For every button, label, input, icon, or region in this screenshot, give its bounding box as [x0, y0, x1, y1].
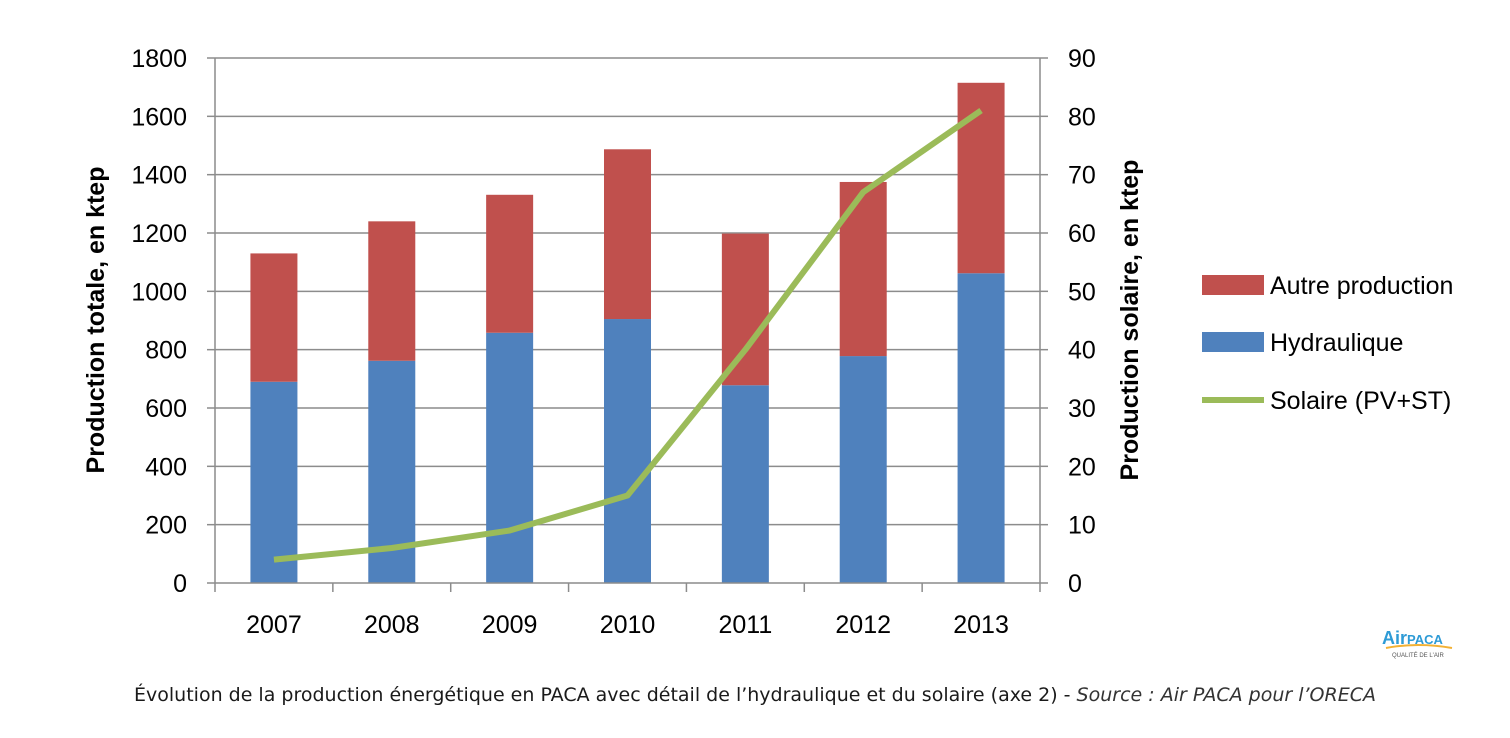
legend-swatch-autre-production	[1202, 275, 1264, 295]
y-tick-label: 0	[173, 570, 187, 598]
airpaca-logo: AirPACA QUALITÉ DE L'AIR	[1380, 626, 1460, 660]
bar-autre-production-2009	[486, 194, 534, 333]
bar-autre-production-2007	[250, 253, 298, 382]
y-tick-label: 1800	[131, 45, 187, 73]
bar-autre-production-2013	[957, 82, 1005, 274]
y-tick-label: 800	[145, 337, 187, 365]
solar-line	[273, 108, 983, 563]
x-tick-label: 2013	[953, 611, 1009, 639]
y2-tick-label: 80	[1068, 103, 1096, 131]
tick-labels: 0 200 400 600 800 1000 1200 1400 1600 1800 0 10 20 30…	[131, 45, 1095, 639]
x-tick-label: 2009	[482, 611, 538, 639]
caption-text: Évolution de la production énergétique e…	[134, 684, 1077, 706]
bar-autre-production-2011	[721, 233, 769, 386]
bar-autre-production-2010	[604, 149, 651, 320]
chart: 0 200 400 600 800 1000 1200 1400 1600 1800 0 10 20 30…	[82, 45, 1453, 639]
y-tick-label: 1200	[131, 220, 187, 248]
y-tick-label: 600	[145, 395, 187, 423]
y-axis-title: Production totale, en ktep	[82, 167, 110, 474]
bar-hydraulique-2012	[839, 356, 887, 583]
y2-tick-label: 20	[1068, 453, 1096, 481]
y-tick-label: 400	[145, 453, 187, 481]
bar-hydraulique-2009	[486, 332, 534, 583]
figure-caption: Évolution de la production énergétique e…	[0, 684, 1510, 706]
x-tick-label: 2011	[718, 611, 772, 639]
legend-label-solaire-pv-st: Solaire (PV+ST)	[1270, 387, 1451, 415]
y2-tick-label: 30	[1068, 395, 1096, 423]
y2-tick-label: 60	[1068, 220, 1096, 248]
bar-autre-production-2012	[839, 181, 887, 357]
svg-text:AirPACA: AirPACA	[1382, 628, 1443, 648]
svg-text:QUALITÉ DE L'AIR: QUALITÉ DE L'AIR	[1392, 652, 1444, 659]
bars	[250, 82, 1005, 583]
y-tick-label: 1400	[131, 162, 187, 190]
legend-label-autre-production: Autre production	[1270, 272, 1453, 300]
legend: Autre production Hydraulique Solaire (PV+S…	[1202, 272, 1453, 415]
x-tick-label: 2010	[600, 611, 656, 639]
bar-hydraulique-2010	[604, 319, 651, 583]
y2-tick-label: 0	[1068, 570, 1082, 598]
legend-label-hydraulique: Hydraulique	[1270, 329, 1403, 357]
legend-swatch-hydraulique	[1202, 332, 1264, 352]
bar-autre-production-2008	[368, 221, 416, 361]
y2-tick-label: 40	[1068, 337, 1096, 365]
y-tick-label: 200	[145, 512, 187, 540]
y2-tick-label: 90	[1068, 45, 1096, 73]
bar-hydraulique-2013	[957, 273, 1005, 583]
bar-hydraulique-2011	[721, 385, 769, 583]
y-tick-label: 1000	[131, 278, 187, 306]
axes	[207, 57, 1048, 592]
y2-tick-label: 70	[1068, 162, 1096, 190]
y2-tick-label: 10	[1068, 512, 1096, 540]
x-tick-label: 2012	[835, 611, 891, 639]
y-tick-label: 1600	[131, 103, 187, 131]
y2-tick-label: 50	[1068, 278, 1096, 306]
x-tick-label: 2008	[364, 611, 420, 639]
y2-axis-title: Production solaire, en ktep	[1116, 160, 1144, 481]
x-tick-label: 2007	[246, 611, 302, 639]
caption-source: Source : Air PACA pour l’ORECA	[1076, 684, 1376, 706]
bar-hydraulique-2007	[250, 381, 298, 583]
